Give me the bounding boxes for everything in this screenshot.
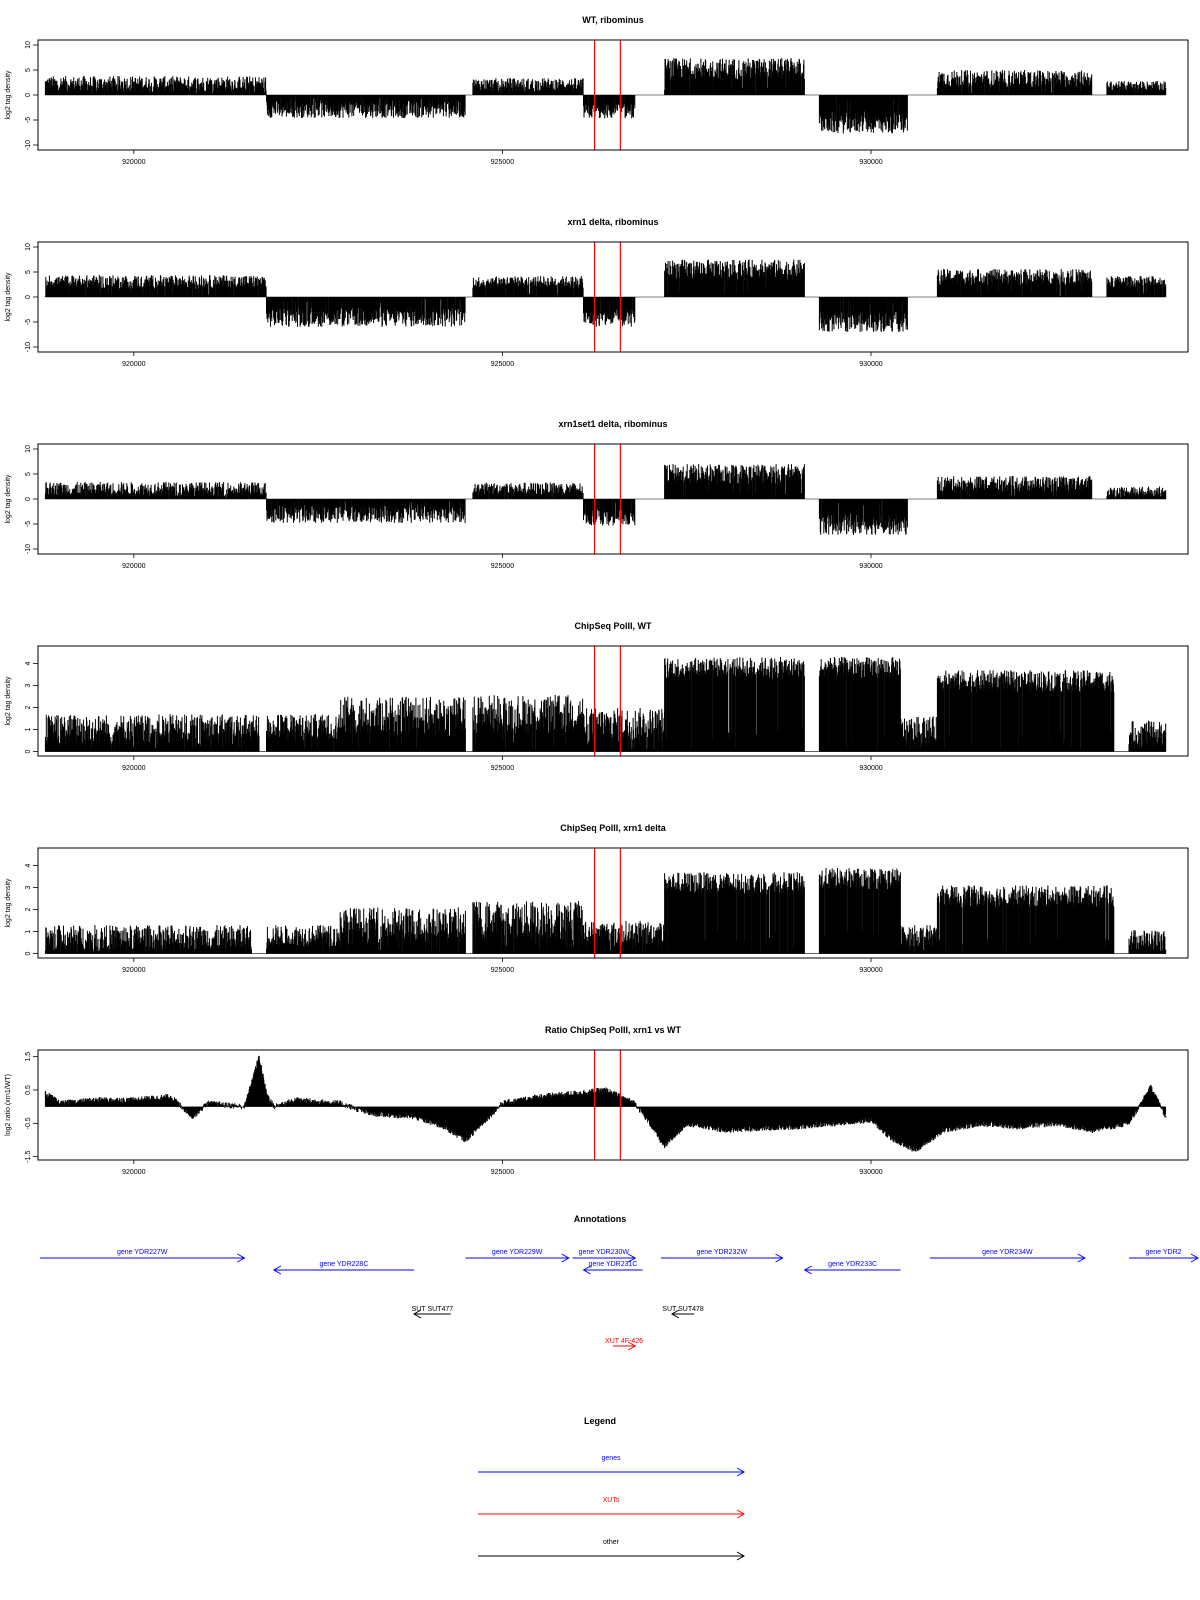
gene-arrow: gene YDR234W (929, 1249, 1086, 1263)
y-tick-label: -5 (25, 319, 32, 325)
gene-arrow: gene YDR233C (803, 1261, 901, 1275)
chart-panel-3: xrn1set1 delta, ribominus log2 tag densit… (5, 419, 1189, 570)
y-tick-label: 10 (25, 41, 32, 49)
gene-label: gene YDR233C (828, 1261, 877, 1268)
arrow-head (627, 1341, 637, 1351)
y-axis-label: log2 tag density (5, 474, 12, 524)
gene-arrow: gene YDR228C (272, 1261, 414, 1275)
chart-panel-2: xrn1 delta, ribominus log2 tag density -10… (5, 217, 1189, 368)
legend-label: genes (601, 1455, 621, 1462)
arrow-head (736, 1509, 746, 1519)
sut-arrow: SUT SUT478 (662, 1306, 704, 1319)
y-tick-label: 0 (25, 93, 32, 97)
gene-label: gene YDR2 (1145, 1249, 1181, 1256)
sut-label: SUT SUT477 (412, 1306, 454, 1313)
gene-label: gene YDR232W (696, 1249, 747, 1256)
gene-label: gene YDR229W (492, 1249, 543, 1256)
x-tick-label: 930000 (859, 361, 882, 368)
y-axis-label: log2 tag density (5, 272, 12, 322)
arrow-head (736, 1467, 746, 1477)
gene-label: gene YDR231C (589, 1261, 638, 1268)
xut-label: XUT 4F-426 (605, 1338, 643, 1345)
gene-arrow: gene YDR229W (465, 1249, 570, 1263)
legend-item-genes: genes (478, 1455, 746, 1477)
gene-label: gene YDR227W (117, 1249, 168, 1256)
y-tick-label: 10 (25, 243, 32, 251)
legend-label: other (603, 1539, 620, 1546)
arrow-head (1190, 1253, 1200, 1263)
arrow-head (670, 1309, 680, 1319)
legend: genes XUTs other (478, 1455, 746, 1561)
legend-title: Legend (584, 1416, 616, 1426)
legend-label: XUTs (603, 1497, 620, 1504)
chart-panel-1: WT, ribominus log2 tag density -10 -5 0 5 10 92… (5, 15, 1189, 166)
annotations-track: gene YDR227W gene YDR228C gene YDR229W gene… (40, 1249, 1200, 1351)
arrow-head (561, 1253, 570, 1263)
y-tick-label: -5 (25, 117, 32, 123)
y-tick-label: 5 (25, 270, 32, 274)
chart-title: xrn1 delta, ribominus (567, 217, 658, 227)
arrow-head (803, 1265, 812, 1275)
sut-label: SUT SUT478 (662, 1306, 704, 1313)
gene-arrow: gene YDR230W (572, 1249, 637, 1263)
y-tick-label: 0 (25, 295, 32, 299)
y-axis-label: log2 tag density (5, 70, 12, 120)
xut-arrow: XUT 4F-426 (605, 1338, 643, 1351)
gene-label: gene YDR228C (319, 1261, 368, 1268)
x-tick-label: 920000 (122, 159, 145, 166)
x-tick-label: 925000 (491, 159, 514, 166)
arrow-head (582, 1265, 591, 1275)
gene-label: gene YDR230W (579, 1249, 630, 1256)
x-tick-label: 930000 (859, 159, 882, 166)
gene-arrow: gene YDR231C (582, 1261, 643, 1275)
y-tick-label: -10 (25, 140, 32, 150)
annotations-title: Annotations (574, 1214, 627, 1224)
chart-title: xrn1set1 delta, ribominus (558, 419, 667, 429)
chart-title: WT, ribominus (582, 15, 644, 25)
data-marks (44, 464, 1167, 535)
arrow-head (775, 1253, 784, 1263)
x-tick-label: 920000 (122, 361, 145, 368)
gene-label: gene YDR234W (982, 1249, 1033, 1256)
x-tick-label: 925000 (491, 361, 514, 368)
gene-arrow: gene YDR227W (40, 1249, 246, 1263)
y-tick-label: -10 (25, 342, 32, 352)
arrow-head (1077, 1253, 1086, 1263)
sut-arrow: SUT SUT477 (412, 1306, 454, 1319)
arrow-head (627, 1253, 637, 1263)
gene-arrow: gene YDR2 (1129, 1249, 1200, 1263)
arrow-head (272, 1265, 282, 1275)
y-tick-label: 5 (25, 68, 32, 72)
data-marks (44, 259, 1167, 332)
legend-item-other: other (478, 1539, 746, 1561)
gene-arrow: gene YDR232W (660, 1249, 784, 1263)
arrow-head (237, 1253, 246, 1263)
data-marks (44, 58, 1167, 134)
legend-item-XUTs: XUTs (478, 1497, 746, 1519)
arrow-head (736, 1551, 746, 1561)
arrow-head (412, 1309, 422, 1319)
